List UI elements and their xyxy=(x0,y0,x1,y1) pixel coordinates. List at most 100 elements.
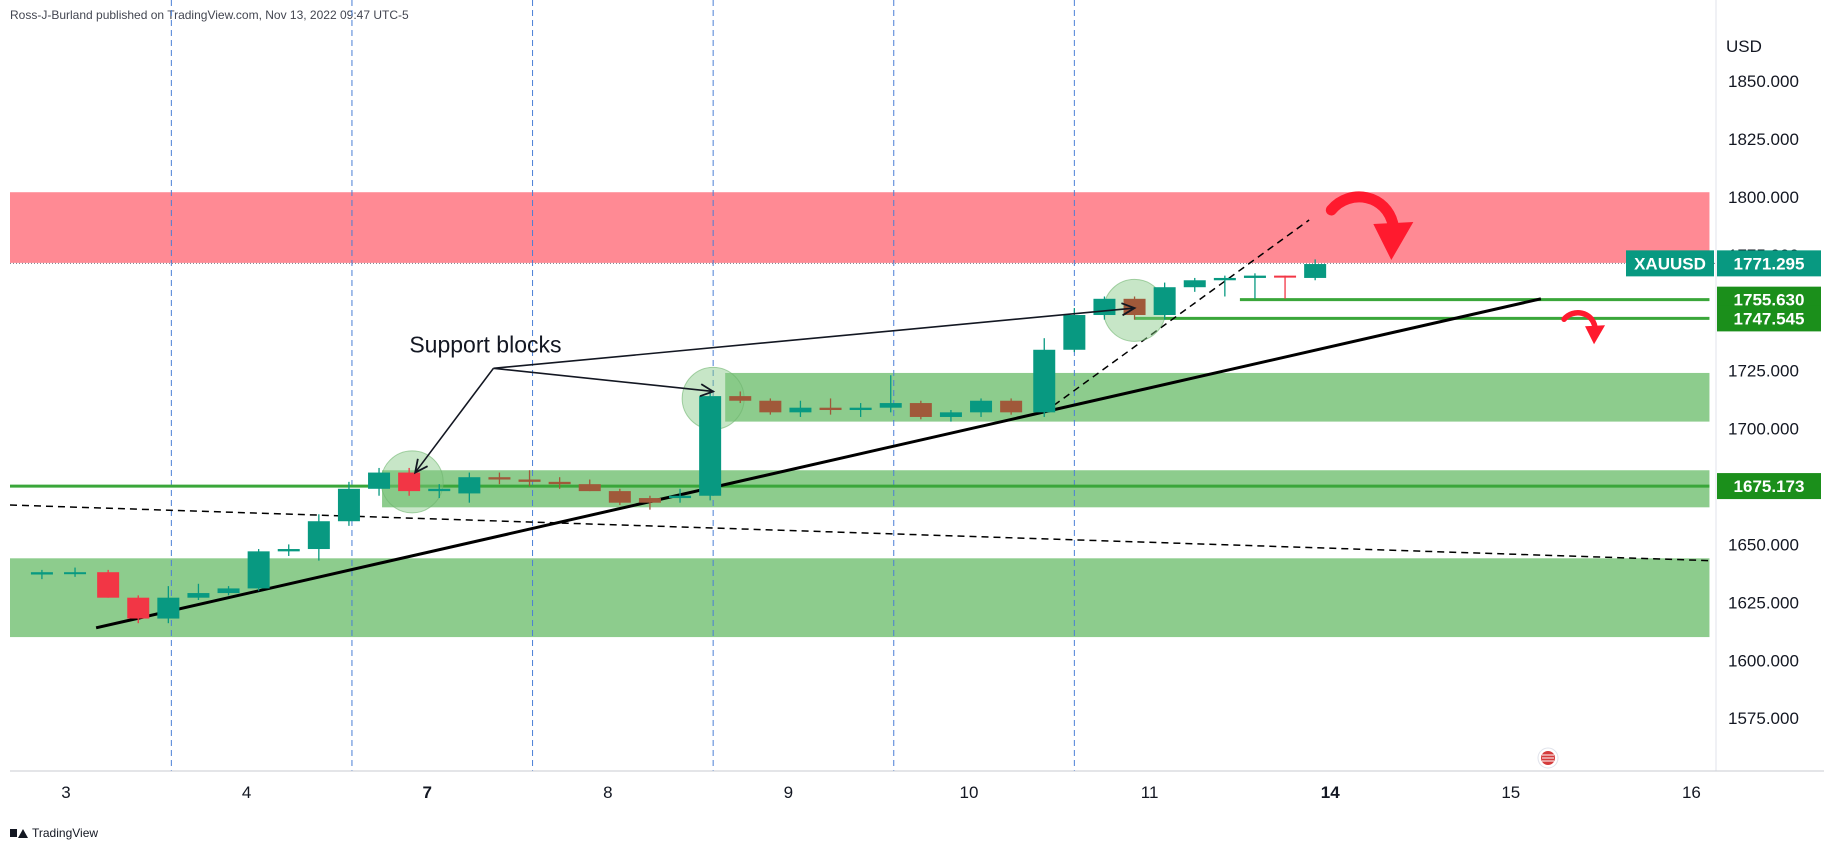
candle-3[interactable] xyxy=(127,595,150,624)
candle-32[interactable] xyxy=(1000,398,1023,415)
annotation-arrowhead-0 xyxy=(413,458,429,475)
candle-body xyxy=(1093,298,1116,316)
x-tick-label: 3 xyxy=(61,783,70,802)
annotation-label[interactable]: Support blocks xyxy=(409,331,561,357)
candle-body xyxy=(1213,277,1236,281)
annotation-pointer-0 xyxy=(414,367,495,474)
candle-16[interactable] xyxy=(518,470,541,487)
candle-body xyxy=(428,488,451,492)
candle-2[interactable] xyxy=(97,569,120,598)
candle-38[interactable] xyxy=(1183,277,1206,292)
candle-31[interactable] xyxy=(970,398,993,417)
axes-layer: USD xyxy=(10,0,1834,772)
footer-brand[interactable]: TradingView xyxy=(10,826,98,840)
candle-12[interactable] xyxy=(398,467,421,496)
candle-4[interactable] xyxy=(157,586,180,624)
price-label-3[interactable]: 1675.173 xyxy=(1717,473,1821,500)
candle-7[interactable] xyxy=(247,549,270,591)
candle-5[interactable] xyxy=(187,583,210,601)
candle-28[interactable] xyxy=(879,375,902,413)
tradingview-logo-icon xyxy=(10,827,28,839)
price-label-0[interactable]: XAUUSD 1771.295 xyxy=(1626,250,1821,277)
candle-body xyxy=(759,400,782,413)
x-tick-label: 11 xyxy=(1141,783,1159,802)
candle-body xyxy=(849,407,872,411)
candle-33[interactable] xyxy=(1033,338,1056,417)
candle-17[interactable] xyxy=(548,477,571,489)
candle-15[interactable] xyxy=(488,472,511,485)
resistance-zone-0[interactable] xyxy=(10,192,1710,263)
y-tick-label: 1725.000 xyxy=(1728,362,1799,381)
candle-30[interactable] xyxy=(939,410,962,422)
candle-24[interactable] xyxy=(759,398,782,415)
x-tick-labels: 3 4 7 8 9 10 11 14 15 16 xyxy=(61,783,1701,802)
candle-21[interactable] xyxy=(669,488,692,503)
x-tick-label: 14 xyxy=(1321,783,1340,802)
candle-10[interactable] xyxy=(337,481,360,526)
candle-body xyxy=(1243,275,1266,278)
candle-14[interactable] xyxy=(458,472,481,503)
candle-23[interactable] xyxy=(729,391,752,404)
candle-20[interactable] xyxy=(638,495,661,510)
candle-19[interactable] xyxy=(608,488,631,506)
candle-11[interactable] xyxy=(368,467,391,496)
candle-0[interactable] xyxy=(30,569,53,580)
trendline-solid-0[interactable] xyxy=(95,297,1542,630)
candle-41[interactable] xyxy=(1274,275,1297,299)
support-zone-3[interactable] xyxy=(10,558,1710,638)
price-tag-value: 1755.630 xyxy=(1734,291,1805,310)
flag-icon[interactable] xyxy=(1537,747,1559,769)
candle-18[interactable] xyxy=(578,479,601,492)
reversal-arrow-small[interactable] xyxy=(1561,310,1606,345)
support-zone-2[interactable] xyxy=(382,470,1710,508)
candles[interactable] xyxy=(30,259,1327,624)
candle-body xyxy=(699,396,722,496)
price-label-2[interactable]: 1747.545 xyxy=(1717,305,1821,332)
support-zone-1[interactable] xyxy=(725,372,1710,422)
price-tag-bg xyxy=(1717,305,1821,332)
candle-25[interactable] xyxy=(789,400,812,417)
candle-body xyxy=(819,407,842,411)
y-tick-label: 1650.000 xyxy=(1728,535,1799,554)
price-tag-value: 1675.173 xyxy=(1734,477,1805,496)
trendline-dashed-1[interactable] xyxy=(9,504,1710,562)
candle-9[interactable] xyxy=(307,514,330,561)
x-tick-label: 16 xyxy=(1682,783,1701,802)
price-tag-bg xyxy=(1717,250,1821,277)
reversal-arrow-large[interactable] xyxy=(1325,191,1414,261)
x-tick-label: 4 xyxy=(242,783,251,802)
candle-40[interactable] xyxy=(1243,273,1266,299)
candle-26[interactable] xyxy=(819,398,842,415)
arrow-head xyxy=(1585,325,1606,345)
symbol-tag xyxy=(1626,250,1714,277)
price-tag-value: 1771.295 xyxy=(1734,254,1805,273)
candle-body xyxy=(970,400,993,413)
x-tick-label: 8 xyxy=(603,783,612,802)
candle-34[interactable] xyxy=(1063,308,1086,353)
y-tick-label: 1625.000 xyxy=(1728,593,1799,612)
candle-body xyxy=(458,477,481,494)
trendline-dashed-2[interactable] xyxy=(1043,219,1310,413)
candle-body xyxy=(1063,315,1086,350)
y-tick-label: 1850.000 xyxy=(1728,72,1799,91)
y-tick-label: 1575.000 xyxy=(1728,709,1799,728)
y-tick-label: 1600.000 xyxy=(1728,651,1799,670)
candle-22[interactable] xyxy=(699,391,722,501)
annotation-arrowhead-2 xyxy=(1121,302,1137,317)
candle-39[interactable] xyxy=(1213,275,1236,297)
candle-6[interactable] xyxy=(217,586,240,596)
zones-layer xyxy=(10,192,1716,638)
candle-13[interactable] xyxy=(428,484,451,499)
candle-42[interactable] xyxy=(1304,259,1327,281)
annotation-pointer-1 xyxy=(493,367,714,393)
candle-29[interactable] xyxy=(909,400,932,420)
candle-1[interactable] xyxy=(64,567,87,577)
candle-8[interactable] xyxy=(277,544,300,556)
candle-body xyxy=(277,549,300,552)
candle-body xyxy=(337,488,360,522)
candle-37[interactable] xyxy=(1153,282,1176,320)
candle-body xyxy=(578,484,601,492)
candle-27[interactable] xyxy=(849,403,872,417)
